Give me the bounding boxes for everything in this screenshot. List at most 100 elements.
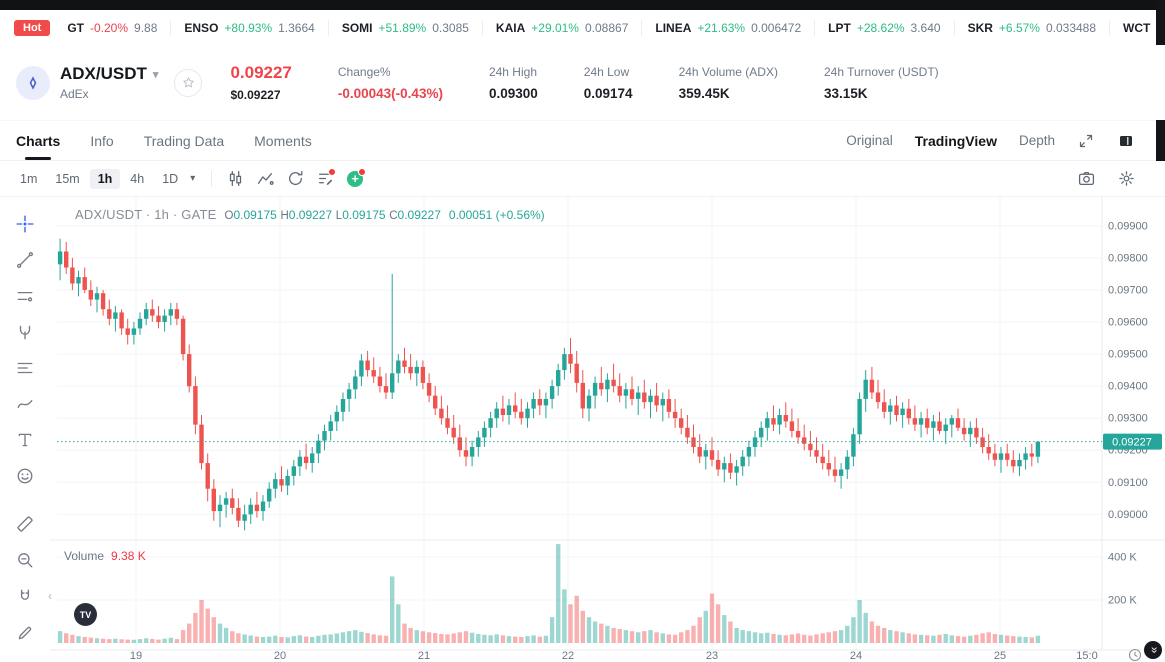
- svg-text:20: 20: [274, 650, 286, 662]
- emoji-tool-button[interactable]: [12, 463, 38, 489]
- stat-24h-turnover-usdt: 24h Turnover (USDT) 33.15K: [824, 65, 939, 101]
- pair-title: ADX/USDT: [60, 64, 147, 83]
- ticker-symbol: SOMI: [341, 20, 373, 35]
- drawing-tools-bottom: [0, 584, 50, 656]
- ticker-price: 3.640: [910, 20, 941, 35]
- svg-text:0.09700: 0.09700: [1108, 285, 1148, 297]
- stat-24h-volume-adx: 24h Volume (ADX) 359.45K: [679, 65, 778, 101]
- legend-symbol: ADX/USDT · 1h · GATE: [75, 207, 217, 222]
- chart-toolbar: 1m 15m 1h 4h 1D ▾ +: [0, 161, 1165, 197]
- double-chevron-icon: «: [1146, 646, 1160, 654]
- timezone-clock-icon: [1128, 648, 1142, 662]
- legend-change: 0.00051 (+0.56%): [448, 208, 545, 222]
- ticker-price: 0.3085: [432, 20, 469, 35]
- legend-ohlc: O0.09175 H0.09227 L0.09175 C0.09227: [225, 207, 441, 222]
- tradingview-watermark-logo[interactable]: TV: [74, 603, 97, 626]
- panel-icon[interactable]: [1117, 132, 1135, 150]
- hot-badge[interactable]: Hot: [14, 19, 51, 36]
- svg-text:19: 19: [130, 650, 142, 662]
- ticker-bar: Hot GT -0.20% 9.88 ENSO +80.93% 1.3664 SOMI +51…: [0, 10, 1165, 45]
- svg-text:24: 24: [850, 650, 862, 662]
- ticker-item-lpt[interactable]: LPT +28.62% 3.640: [815, 19, 955, 36]
- interval-15m[interactable]: 15m: [55, 171, 80, 186]
- hlines-tool-button[interactable]: [12, 283, 38, 309]
- stat-24h-low: 24h Low 0.09174: [584, 65, 633, 101]
- interval-4h[interactable]: 4h: [130, 171, 145, 186]
- pencil-tool-button[interactable]: [12, 620, 38, 646]
- ticker-item-somi[interactable]: SOMI +51.89% 0.3085: [329, 19, 483, 36]
- magnet-tool-button[interactable]: [12, 584, 38, 610]
- ticker-item-linea[interactable]: LINEA +21.63% 0.006472: [642, 19, 816, 36]
- stat-change: Change% -0.00043(-0.43%): [338, 65, 443, 101]
- fib-tool-button[interactable]: [12, 355, 38, 381]
- refresh-icon[interactable]: [282, 166, 308, 192]
- tab-info[interactable]: Info: [90, 132, 114, 149]
- ticker-item-gt[interactable]: GT -0.20% 9.88: [54, 19, 172, 36]
- price-block: 0.09227 $0.09227: [230, 63, 291, 102]
- star-icon: [183, 77, 194, 88]
- text-tool-button[interactable]: [12, 427, 38, 453]
- indicators-icon[interactable]: [252, 166, 278, 192]
- svg-text:21: 21: [418, 650, 430, 662]
- svg-text:0.09800: 0.09800: [1108, 252, 1148, 264]
- ticker-symbol: SKR: [967, 20, 993, 35]
- corner-collapse-button[interactable]: «: [1144, 641, 1162, 659]
- svg-text:200 K: 200 K: [1108, 595, 1137, 607]
- chart-mode-depth[interactable]: Depth: [1018, 133, 1055, 148]
- last-price-usd: $0.09227: [230, 88, 281, 102]
- stat-label: 24h High: [488, 64, 537, 79]
- svg-text:23: 23: [706, 650, 718, 662]
- chart-mode-original[interactable]: Original: [846, 133, 893, 148]
- drawbar-collapse-handle[interactable]: ‹: [48, 589, 52, 603]
- favorite-star-button[interactable]: [174, 68, 203, 97]
- volume-label: Volume: [64, 549, 105, 563]
- ticker-symbol: LPT: [828, 20, 851, 35]
- stat-value: -0.00043(-0.43%): [337, 85, 443, 101]
- ticker-change: +51.89%: [378, 20, 427, 35]
- ticker-item-kaia[interactable]: KAIA +29.01% 0.08867: [483, 19, 643, 36]
- interval-1m[interactable]: 1m: [20, 171, 38, 186]
- ticker-symbol: KAIA: [495, 20, 526, 35]
- ohlc-value: 0.09175: [233, 208, 277, 222]
- interval-dropdown-caret-icon[interactable]: ▾: [190, 173, 196, 184]
- ticker-price: 9.88: [134, 20, 158, 35]
- window-edge-strip-mid: [1156, 120, 1165, 161]
- expand-icon[interactable]: [1077, 132, 1095, 150]
- trendline-tool-button[interactable]: [12, 247, 38, 273]
- interval-1d[interactable]: 1D: [162, 171, 179, 186]
- top-black-strip: [0, 0, 1165, 10]
- svg-text:0.09900: 0.09900: [1108, 220, 1148, 232]
- volume-value: 9.38 K: [111, 549, 146, 563]
- chart-mode-tradingview[interactable]: TradingView: [914, 132, 997, 149]
- ticker-item-skr[interactable]: SKR +6.57% 0.033488: [955, 19, 1111, 36]
- ticker-change: -0.20%: [90, 20, 129, 35]
- pair-block[interactable]: ADX/USDT ▾ AdEx: [60, 64, 158, 101]
- interval-1h[interactable]: 1h: [89, 168, 121, 189]
- ticker-item-enso[interactable]: ENSO +80.93% 1.3664: [171, 19, 329, 36]
- chart-mode-switch: Original TradingView Depth: [846, 132, 1149, 150]
- ticker-change: +6.57%: [998, 20, 1040, 35]
- tab-trading-data[interactable]: Trading Data: [143, 132, 225, 149]
- order-annotations-icon[interactable]: [312, 166, 338, 192]
- screenshot-camera-icon[interactable]: [1073, 166, 1099, 192]
- ruler-tool-button[interactable]: [12, 511, 38, 537]
- ticker-price: 0.08867: [584, 20, 629, 35]
- candle-style-icon[interactable]: [222, 166, 248, 192]
- zoom-tool-button[interactable]: [12, 547, 38, 573]
- market-stats: Change% -0.00043(-0.43%) 24h High 0.09300 24…: [338, 65, 985, 101]
- stat-label: 24h Turnover (USDT): [823, 64, 939, 79]
- svg-text:0.09500: 0.09500: [1108, 349, 1148, 361]
- stat-label: 24h Volume (ADX): [678, 64, 778, 79]
- pitchfork-tool-button[interactable]: [12, 319, 38, 345]
- ticker-items: GT -0.20% 9.88 ENSO +80.93% 1.3664 SOMI +51.89%…: [54, 10, 1165, 45]
- add-alert-button[interactable]: +: [342, 166, 368, 192]
- tab-moments[interactable]: Moments: [254, 132, 312, 149]
- pair-dropdown-caret-icon[interactable]: ▾: [152, 68, 159, 81]
- svg-text:0.09400: 0.09400: [1108, 381, 1148, 393]
- crosshair-tool-button[interactable]: [12, 211, 38, 237]
- candlestick-chart[interactable]: 0.09900 0.09800 0.09700 0.09600 0.09500 0.094…: [50, 197, 1165, 662]
- tab-charts[interactable]: Charts: [16, 121, 60, 160]
- ticker-change: +80.93%: [224, 20, 273, 35]
- brush-tool-button[interactable]: [12, 391, 38, 417]
- chart-settings-gear-icon[interactable]: [1113, 166, 1139, 192]
